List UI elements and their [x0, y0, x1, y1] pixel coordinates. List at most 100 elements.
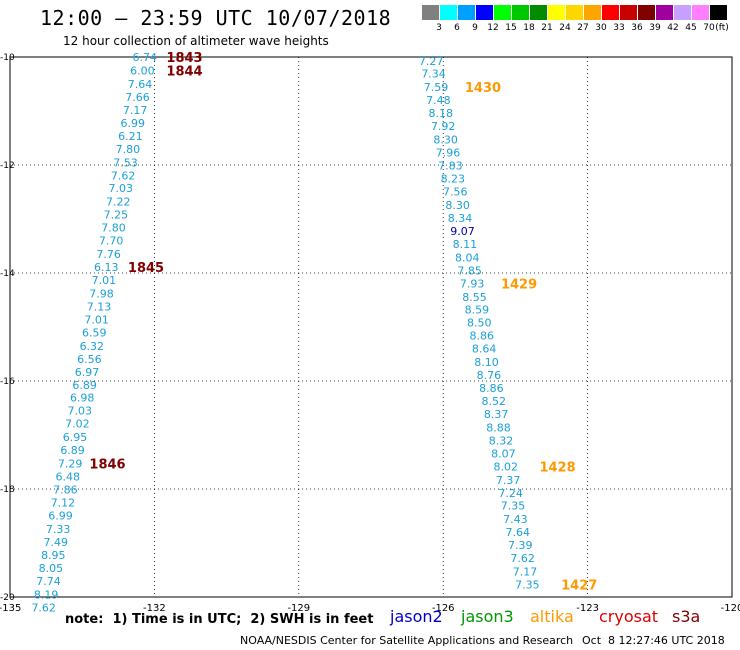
wave-height-value: 7.29 — [58, 458, 83, 471]
wave-height-value: 7.33 — [46, 523, 71, 536]
wave-height-value: 7.56 — [443, 185, 468, 198]
wave-height-value: 6.97 — [75, 366, 100, 379]
wave-height-value: 7.80 — [101, 222, 126, 235]
wave-height-value: 7.35 — [515, 579, 540, 592]
satellite-jason3: jason3 — [461, 607, 514, 626]
legend-swatch — [638, 5, 655, 20]
wave-height-value: 7.98 — [89, 288, 114, 301]
pass-time-label: 1844 — [166, 65, 202, 80]
wave-height-value: 8.50 — [467, 317, 492, 330]
footnote: note: 1) Time is in UTC; 2) SWH is in fe… — [65, 612, 374, 627]
pass-time-label: 1846 — [89, 458, 125, 473]
wave-height-value: 7.03 — [68, 405, 93, 418]
wave-height-value: 7.92 — [431, 120, 456, 133]
wave-height-value: 6.56 — [77, 353, 102, 366]
wave-height-value: 7.64 — [128, 78, 153, 91]
legend-swatch — [512, 5, 529, 20]
credit-line: NOAA/NESDIS Center for Satellite Applica… — [240, 634, 574, 647]
wave-height-value: 7.74 — [36, 575, 61, 588]
legend-swatch — [566, 5, 583, 20]
wave-height-value: 7.48 — [426, 94, 451, 107]
wave-height-value: 8.05 — [39, 562, 64, 575]
wave-height-value: 7.83 — [438, 160, 463, 173]
legend-label: 45 — [685, 23, 697, 33]
legend-swatch — [440, 5, 457, 20]
wave-height-value: 7.24 — [498, 487, 523, 500]
legend-label: 24 — [559, 23, 571, 33]
wave-height-value: 7.13 — [87, 300, 112, 313]
wave-height-value: 7.86 — [53, 484, 78, 497]
legend-swatch — [422, 5, 439, 20]
wave-height-value: 8.88 — [486, 421, 511, 434]
x-tick-label: -120 — [721, 603, 740, 614]
wave-height-value: 8.02 — [494, 460, 519, 473]
wave-height-value: 7.03 — [108, 182, 133, 195]
legend-label: 30 — [595, 23, 607, 33]
y-tick-label: -12 — [0, 161, 15, 171]
x-tick-label: -123 — [576, 603, 599, 614]
wave-height-value: 9.07 — [450, 225, 475, 238]
wave-height-value: 7.53 — [113, 156, 138, 169]
wave-height-value: 6.98 — [70, 392, 95, 405]
wave-height-value: 7.64 — [506, 526, 531, 539]
wave-height-value: 8.37 — [484, 408, 509, 421]
legend-label: 18 — [523, 23, 535, 33]
wave-height-value: 8.07 — [491, 447, 516, 460]
satellite-s3a: s3a — [672, 607, 701, 626]
wave-height-value: 8.59 — [465, 304, 490, 317]
wave-height-value: 6.59 — [82, 326, 107, 339]
wave-height-value: 7.93 — [460, 277, 485, 290]
legend-swatch — [602, 5, 619, 20]
legend-swatch — [530, 5, 547, 20]
legend-swatch — [548, 5, 565, 20]
wave-height-value: 8.95 — [41, 549, 66, 562]
legend-swatch — [692, 5, 709, 20]
wave-height-value: 6.48 — [56, 471, 81, 484]
color-scale-legend: 3 6 9 12 15 18 21 24 27 30 33 36 39 42 45 70 (ft) — [422, 5, 729, 35]
wave-height-value: 8.10 — [474, 356, 499, 369]
pass-time-label: 1843 — [166, 51, 202, 66]
wave-height-value: 7.17 — [513, 566, 538, 579]
legend-swatch — [674, 5, 691, 20]
plot-frame — [9, 56, 733, 598]
wave-height-value: 7.34 — [421, 68, 446, 81]
x-tick-label: -132 — [143, 603, 166, 614]
wave-height-value: 7.80 — [116, 143, 141, 156]
pass-time-label: 1430 — [465, 81, 501, 96]
pass-time-label: 1427 — [561, 579, 597, 594]
legend-swatch — [584, 5, 601, 20]
wave-height-value: 8.86 — [479, 382, 504, 395]
legend-label: 6 — [454, 23, 460, 33]
timestamp: Oct 8 12:27:46 UTC 2018 — [582, 634, 725, 647]
satellite-altika: altika — [530, 607, 574, 626]
wave-height-value: 6.89 — [72, 379, 97, 392]
wave-height-value: 6.99 — [120, 117, 145, 130]
wave-height-value: 7.62 — [510, 552, 535, 565]
wave-height-value: 8.86 — [469, 330, 494, 343]
wave-height-value: 6.89 — [60, 444, 85, 457]
page-subtitle: 12 hour collection of altimeter wave hei… — [63, 34, 329, 48]
wave-height-value: 6.21 — [118, 130, 143, 143]
wave-height-value: 6.00 — [130, 65, 155, 78]
legend-label: 27 — [577, 23, 589, 33]
legend-label: 3 — [436, 23, 442, 33]
wave-height-value: 7.12 — [51, 497, 76, 510]
legend-label: 33 — [613, 23, 625, 33]
legend-swatch — [494, 5, 511, 20]
wave-height-value: 7.01 — [92, 274, 117, 287]
legend-label: 15 — [505, 23, 517, 33]
wave-height-value: 7.49 — [43, 536, 68, 549]
wave-height-value: 6.95 — [63, 431, 88, 444]
wave-height-value: 6.32 — [80, 340, 105, 353]
wave-height-value: 7.62 — [31, 601, 56, 614]
pass-time-label: 1428 — [539, 460, 575, 475]
wave-height-value: 8.52 — [481, 395, 506, 408]
pass-time-label: 1429 — [501, 277, 537, 292]
satellite-cryosat: cryosat — [599, 607, 659, 626]
wave-height-value: 7.27 — [419, 55, 444, 68]
wave-height-value: 6.74 — [133, 51, 158, 64]
wave-height-value: 7.37 — [496, 474, 521, 487]
legend-label: 9 — [472, 23, 478, 33]
